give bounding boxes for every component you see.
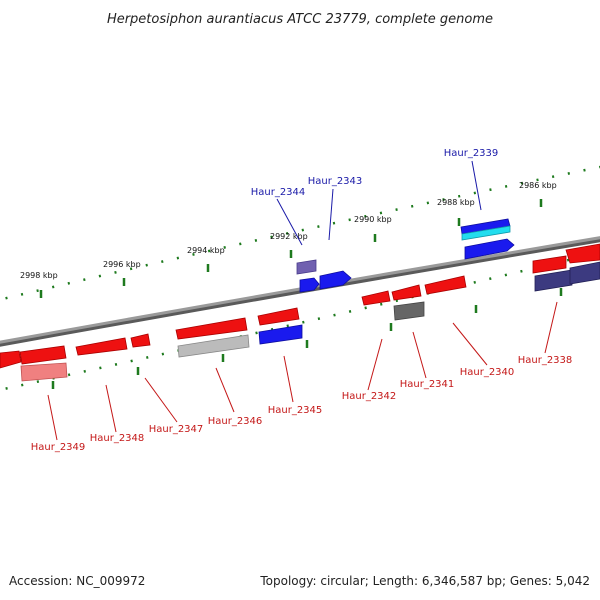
gene-right-red-2[interactable] (565, 243, 600, 264)
gene-label-reverse[interactable]: Haur_2345 (268, 405, 323, 416)
leader-line (544, 301, 558, 354)
gene-Haur_2344[interactable] (299, 277, 320, 293)
map-title: Herpetosiphon aurantiacus ATCC 23779, co… (107, 12, 493, 27)
scale-label: 2994 kbp (187, 246, 225, 255)
gene-label-reverse[interactable]: Haur_2340 (460, 367, 515, 378)
gene-Haur_2346-gray[interactable] (177, 334, 250, 358)
gene-Haur_2341-gray[interactable] (393, 301, 425, 321)
leader-line (283, 355, 294, 403)
gene-label-reverse[interactable]: Haur_2341 (400, 379, 455, 390)
gene-label-forward[interactable]: Haur_2344 (251, 187, 306, 198)
gene-Haur_2345-red[interactable] (257, 307, 300, 326)
gene-label-forward[interactable]: Haur_2339 (444, 148, 499, 159)
gene-label-reverse[interactable]: Haur_2342 (342, 391, 397, 402)
gene-Haur_2349[interactable] (19, 345, 67, 365)
gene-Haur_2346[interactable] (175, 317, 248, 340)
gene-Haur_2349-pink[interactable] (20, 362, 68, 382)
gene-right-red-1[interactable] (532, 255, 567, 274)
leader-line (412, 331, 427, 379)
leader-line (471, 160, 482, 211)
leader-line (105, 384, 117, 433)
major-ticks-lower (51, 288, 563, 389)
topology-text: Topology: circular; Length: 6,346,587 bp… (259, 574, 590, 588)
forward-leaders (276, 160, 482, 246)
scale-label: 2998 kbp (20, 271, 58, 280)
reverse-genes (0, 275, 467, 382)
scale-label: 2986 kbp (519, 181, 557, 190)
gene-Haur_2340[interactable] (424, 275, 467, 295)
scale-label: 2996 kbp (103, 260, 141, 269)
gene-label-reverse[interactable]: Haur_2347 (149, 424, 204, 435)
forward-genes (296, 218, 600, 293)
scale-label: 2988 kbp (437, 198, 475, 207)
gene-Haur_2343[interactable] (319, 270, 352, 290)
gene-Haur_2339-cyan[interactable] (461, 225, 511, 241)
gene-Haur_2347[interactable] (130, 333, 151, 348)
gene-Haur_2344-upper[interactable] (296, 259, 317, 275)
scale-label: 2990 kbp (354, 215, 392, 224)
leader-line (328, 188, 334, 241)
leader-line (215, 367, 235, 413)
leader-line (367, 338, 383, 391)
leader-line (144, 377, 178, 423)
gene-Haur_2345[interactable] (258, 324, 303, 345)
major-ticks-upper (39, 199, 543, 298)
gene-Haur_2341[interactable] (391, 284, 422, 301)
gene-label-reverse[interactable]: Haur_2338 (518, 355, 573, 366)
gene-Haur_2339[interactable] (464, 238, 515, 260)
reverse-leaders (47, 301, 558, 441)
gene-Haur_2342[interactable] (361, 290, 391, 306)
gene-Haur_2348[interactable] (75, 337, 128, 356)
scale-label: 2992 kbp (270, 232, 308, 241)
leader-line (47, 394, 58, 441)
leader-line (452, 322, 488, 366)
accession-text: Accession: NC_009972 (9, 574, 145, 588)
gene-label-reverse[interactable]: Haur_2346 (208, 416, 263, 427)
gene-label-forward[interactable]: Haur_2343 (308, 176, 363, 187)
gene-Haur_2338-navy-2[interactable] (569, 261, 600, 285)
leader-line (276, 198, 303, 246)
gene-Haur_2338-navy[interactable] (534, 269, 573, 292)
gene-label-reverse[interactable]: Haur_2348 (90, 433, 145, 444)
gene-label-reverse[interactable]: Haur_2349 (31, 442, 86, 453)
gene-left-edge[interactable] (0, 350, 22, 369)
